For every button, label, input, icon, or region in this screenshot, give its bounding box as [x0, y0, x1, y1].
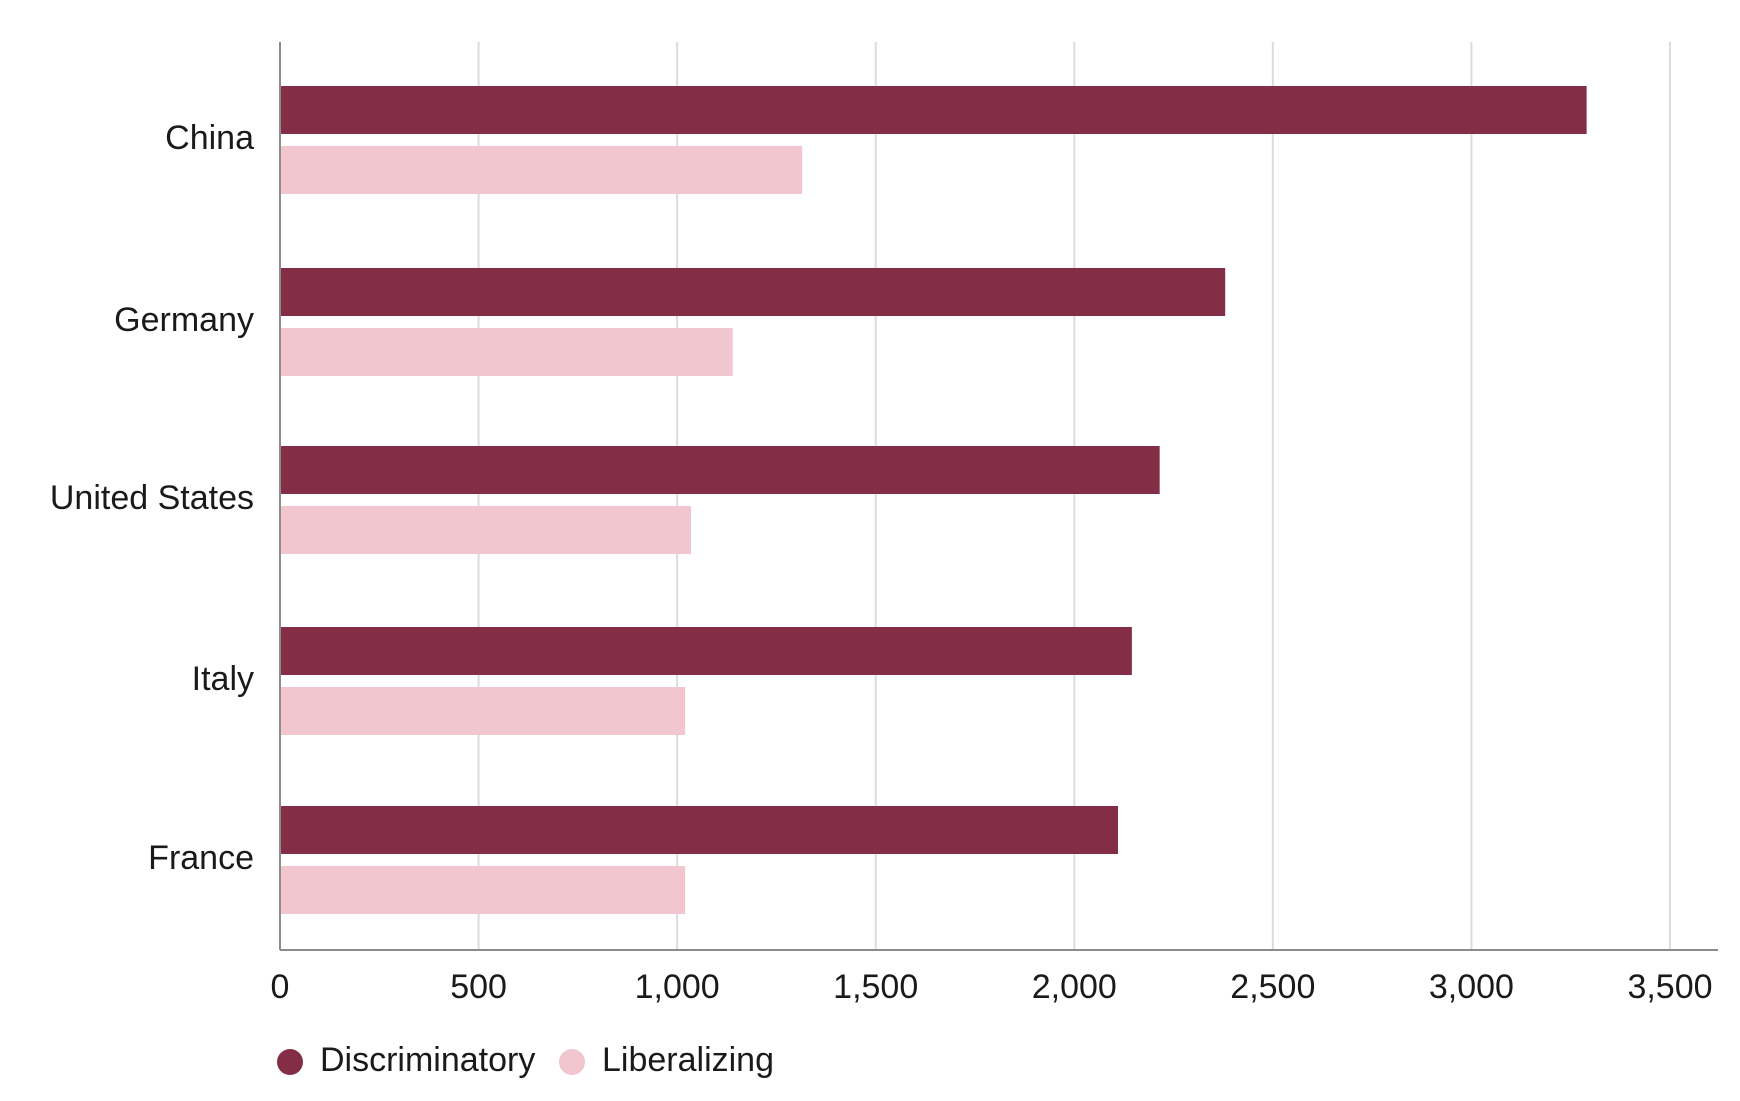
bar-france-liberalizing: [280, 866, 686, 914]
x-tick-label-7: 3,500: [1627, 968, 1712, 1006]
bar-united-states-discriminatory: [280, 446, 1160, 494]
legend-label-discriminatory: Discriminatory: [320, 1041, 535, 1079]
category-label-united-states: United States: [50, 479, 254, 517]
x-tick-label-5: 2,500: [1230, 968, 1315, 1006]
category-label-china: China: [165, 119, 254, 157]
category-label-france: France: [148, 839, 254, 877]
category-label-italy: Italy: [192, 660, 254, 698]
legend-swatch-liberalizing: [559, 1049, 585, 1075]
bars: [280, 86, 1587, 914]
x-tick-label-6: 3,000: [1429, 968, 1514, 1006]
x-tick-labels: 0 500 1,000 1,500 2,000 2,500 3,000 3,500: [271, 968, 1713, 1006]
legend-label-liberalizing: Liberalizing: [602, 1041, 774, 1079]
bar-germany-liberalizing: [280, 328, 733, 376]
legend-swatch-discriminatory: [277, 1049, 303, 1075]
legend-item-liberalizing: Liberalizing: [559, 1041, 774, 1079]
bar-germany-discriminatory: [280, 268, 1226, 316]
x-tick-label-2: 1,000: [635, 968, 720, 1006]
category-label-germany: Germany: [114, 301, 254, 339]
category-labels: China Germany United States Italy France: [50, 119, 254, 877]
x-tick-label-4: 2,000: [1032, 968, 1117, 1006]
bar-france-discriminatory: [280, 806, 1118, 854]
bar-china-liberalizing: [280, 146, 803, 194]
bar-united-states-liberalizing: [280, 506, 692, 554]
legend: Discriminatory Liberalizing: [277, 1041, 774, 1079]
legend-item-discriminatory: Discriminatory: [277, 1041, 535, 1079]
x-tick-label-1: 500: [450, 968, 507, 1006]
axes: [279, 42, 1718, 951]
bar-italy-liberalizing: [280, 687, 686, 735]
x-tick-label-3: 1,500: [833, 968, 918, 1006]
bar-italy-discriminatory: [280, 627, 1132, 675]
bar-china-discriminatory: [280, 86, 1587, 134]
x-tick-label-0: 0: [271, 968, 290, 1006]
